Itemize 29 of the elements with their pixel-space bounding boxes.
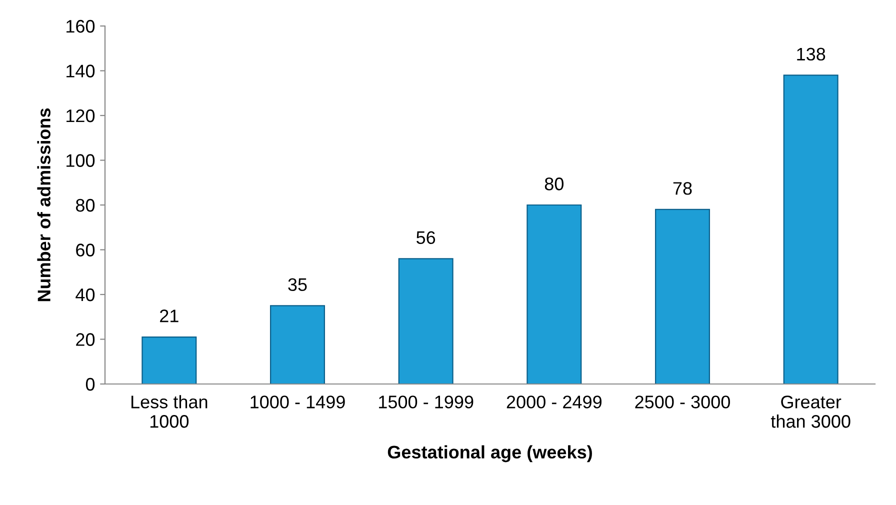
data-label: 78 xyxy=(673,182,692,195)
bar xyxy=(654,208,710,384)
bar xyxy=(270,305,326,384)
bar xyxy=(526,204,582,384)
data-label: 138 xyxy=(797,48,826,61)
y-tick-label: 20 xyxy=(76,333,95,346)
x-tick-label: 2500 - 3000 xyxy=(635,396,730,408)
y-tick-label: 60 xyxy=(76,244,95,256)
data-label: 56 xyxy=(416,231,436,244)
x-tick-label: 1000 - 1499 xyxy=(250,396,345,408)
x-tick-label: 2000 - 2499 xyxy=(506,396,602,408)
bar xyxy=(398,258,454,384)
y-axis-title: Number of admissions xyxy=(37,108,50,302)
x-tick-label: 1500 - 1999 xyxy=(379,396,474,408)
y-tick-label: 140 xyxy=(66,64,95,78)
x-tick-label: Less than 1000 xyxy=(132,395,208,428)
y-tick-label: 80 xyxy=(76,198,95,212)
data-label: 80 xyxy=(544,178,564,190)
bar xyxy=(142,336,197,384)
x-axis-title: Gestational age (weeks) xyxy=(388,445,592,462)
data-label: 35 xyxy=(288,278,307,292)
bar xyxy=(783,74,838,384)
y-tick-label: 100 xyxy=(66,154,95,167)
y-tick-label: 120 xyxy=(66,109,95,122)
y-tick-label: 160 xyxy=(66,20,95,33)
y-tick-label: 0 xyxy=(86,378,95,391)
data-label: 21 xyxy=(160,310,178,322)
y-tick-label: 40 xyxy=(76,288,95,302)
x-tick-label: Greater than 3000 xyxy=(770,396,850,428)
